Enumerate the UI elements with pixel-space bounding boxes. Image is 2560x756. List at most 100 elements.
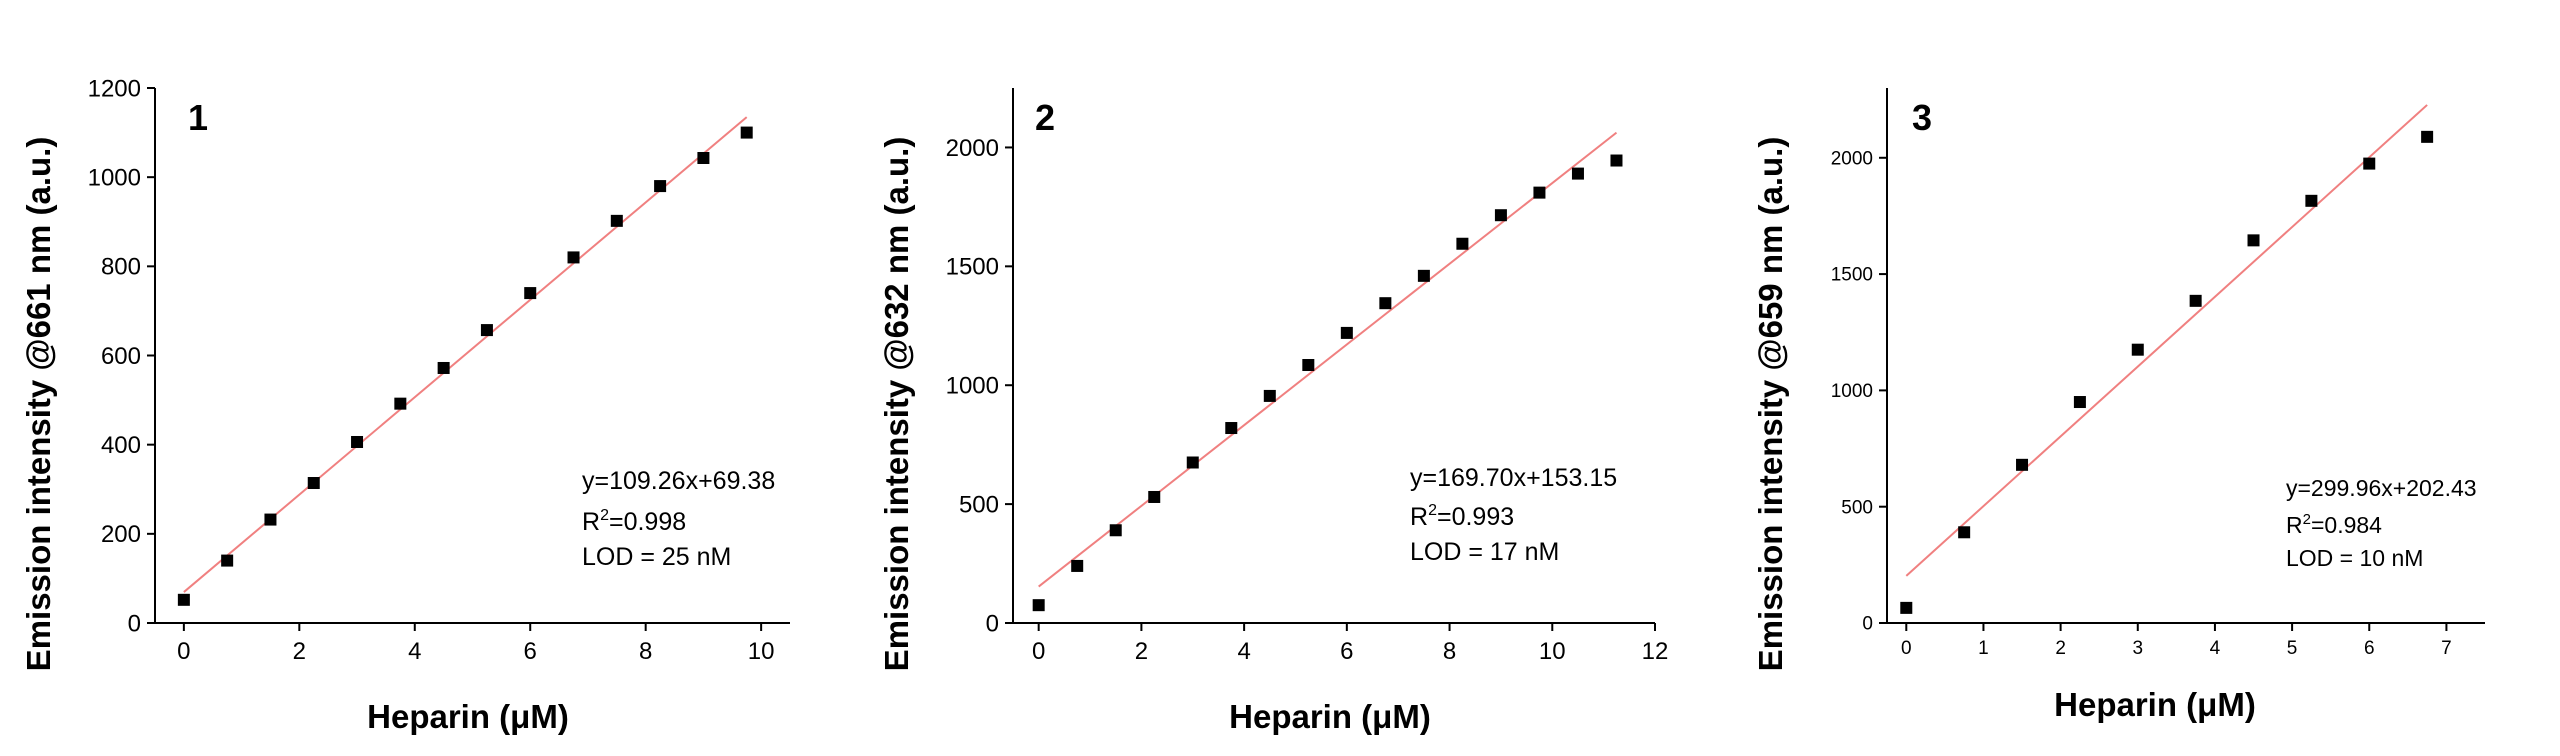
- data-point: [1456, 237, 1469, 250]
- r-squared: R2=0.993: [1410, 502, 1514, 531]
- y-tick-label: 1500: [1831, 265, 1873, 286]
- y-axis-title: Emission intensity @659 nm (a.u.): [1752, 137, 1789, 672]
- data-point: [437, 361, 450, 374]
- x-tick-label: 4: [1237, 638, 1250, 665]
- x-tick-label: 0: [1032, 638, 1045, 665]
- x-tick-label: 8: [639, 638, 652, 665]
- panel-label: 1: [188, 97, 208, 138]
- data-point: [1379, 297, 1392, 310]
- fit-annotation: y=299.96x+202.43 R2=0.984 LOD = 10 nM: [2286, 475, 2477, 571]
- data-point: [351, 435, 364, 448]
- y-tick-label: 500: [959, 492, 999, 519]
- fit-annotation: y=169.70x+153.15 R2=0.993 LOD = 17 nM: [1410, 464, 1617, 566]
- x-tick-label: 2: [2055, 638, 2066, 659]
- r-squared: R2=0.984: [2286, 511, 2382, 538]
- fit-equation: y=299.96x+202.43: [2286, 475, 2477, 501]
- x-tick-label: 12: [1642, 638, 1669, 665]
- x-tick-label: 2: [1135, 638, 1148, 665]
- x-tick-label: 8: [1443, 638, 1456, 665]
- x-tick-label: 0: [1901, 638, 1912, 659]
- x-tick-label: 6: [524, 638, 537, 665]
- x-tick-label: 3: [2132, 638, 2143, 659]
- r-squared: R2=0.998: [582, 507, 686, 536]
- data-point: [1900, 601, 1913, 614]
- data-point: [2016, 458, 2029, 471]
- data-point: [654, 180, 667, 193]
- data-point: [697, 151, 710, 164]
- y-tick-label: 400: [101, 432, 141, 459]
- y-tick-label: 1000: [946, 373, 999, 400]
- data-point: [264, 513, 277, 526]
- data-point: [177, 593, 190, 606]
- y-axis-title-wrap: Emission intensity @661 nm (a.u.): [20, 137, 57, 672]
- data-point: [2305, 194, 2318, 207]
- data-point: [2247, 234, 2260, 247]
- x-tick-label: 0: [177, 638, 190, 665]
- data-point: [2189, 294, 2202, 307]
- x-tick-label: 7: [2441, 638, 2452, 659]
- y-tick-label: 1500: [946, 254, 999, 281]
- x-tick-label: 4: [2210, 638, 2221, 659]
- x-tick-label: 1: [1978, 638, 1989, 659]
- y-tick-label: 0: [986, 610, 999, 637]
- data-point: [1071, 559, 1084, 572]
- data-point: [1302, 359, 1315, 372]
- y-axis-title-wrap: Emission intensity @659 nm (a.u.): [1752, 137, 1789, 672]
- chart-panel-2: 2 Emission intensity @632 nm (a.u.) Hepa…: [878, 88, 1668, 735]
- y-tick-label: 200: [101, 521, 141, 548]
- x-axis-title: Heparin (μM): [367, 698, 569, 735]
- x-axis-title: Heparin (μM): [2054, 686, 2256, 723]
- chart-panel-1: 1 Emission intensity @661 nm (a.u.) Hepa…: [20, 75, 790, 735]
- lod-label: LOD = 25 nM: [582, 543, 731, 571]
- data-point: [567, 251, 580, 264]
- fit-equation: y=109.26x+69.38: [582, 467, 775, 495]
- y-tick-label: 0: [128, 610, 141, 637]
- x-tick-label: 6: [2364, 638, 2375, 659]
- data-point: [394, 397, 407, 410]
- data-point: [1494, 209, 1507, 222]
- linear-fit-line: [183, 116, 748, 593]
- fit-annotation: y=109.26x+69.38 R2=0.998 LOD = 25 nM: [582, 467, 775, 571]
- data-point: [221, 554, 234, 567]
- x-tick-label: 2: [293, 638, 306, 665]
- data-point: [307, 477, 320, 490]
- y-tick-label: 1200: [88, 75, 141, 102]
- y-tick-label: 600: [101, 343, 141, 370]
- lod-label: LOD = 17 nM: [1410, 538, 1559, 566]
- chart-panel-3: 3 Emission intensity @659 nm (a.u.) Hepa…: [1752, 88, 2485, 723]
- data-point: [1148, 490, 1161, 503]
- data-point: [740, 126, 753, 139]
- x-tick-label: 10: [1539, 638, 1566, 665]
- y-tick-label: 0: [1862, 614, 1873, 635]
- x-tick-label: 6: [1340, 638, 1353, 665]
- y-tick-label: 2000: [1831, 148, 1873, 169]
- y-axis-title: Emission intensity @632 nm (a.u.): [878, 137, 915, 672]
- data-point: [1225, 422, 1238, 435]
- y-tick-label: 2000: [946, 135, 999, 162]
- data-point: [1032, 599, 1045, 612]
- data-point: [1610, 154, 1623, 167]
- linear-fit-line: [1905, 104, 2428, 577]
- y-tick-label: 800: [101, 254, 141, 281]
- data-point: [1533, 186, 1546, 199]
- data-point: [2363, 157, 2376, 170]
- panel-label: 3: [1912, 97, 1932, 138]
- data-point: [2421, 130, 2434, 143]
- data-point: [2131, 343, 2144, 356]
- data-point: [480, 324, 493, 337]
- x-tick-label: 10: [748, 638, 775, 665]
- lod-label: LOD = 10 nM: [2286, 545, 2423, 571]
- data-point: [1340, 326, 1353, 339]
- data-point: [1571, 167, 1584, 180]
- data-point: [1417, 269, 1430, 282]
- data-point: [1263, 389, 1276, 402]
- fit-equation: y=169.70x+153.15: [1410, 464, 1617, 492]
- panel-label: 2: [1035, 97, 1055, 138]
- y-tick-label: 1000: [1831, 381, 1873, 402]
- data-point: [1109, 524, 1122, 537]
- y-axis-title: Emission intensity @661 nm (a.u.): [20, 137, 57, 672]
- data-point: [1186, 456, 1199, 469]
- x-tick-label: 5: [2287, 638, 2298, 659]
- linear-fit-line: [1038, 131, 1618, 588]
